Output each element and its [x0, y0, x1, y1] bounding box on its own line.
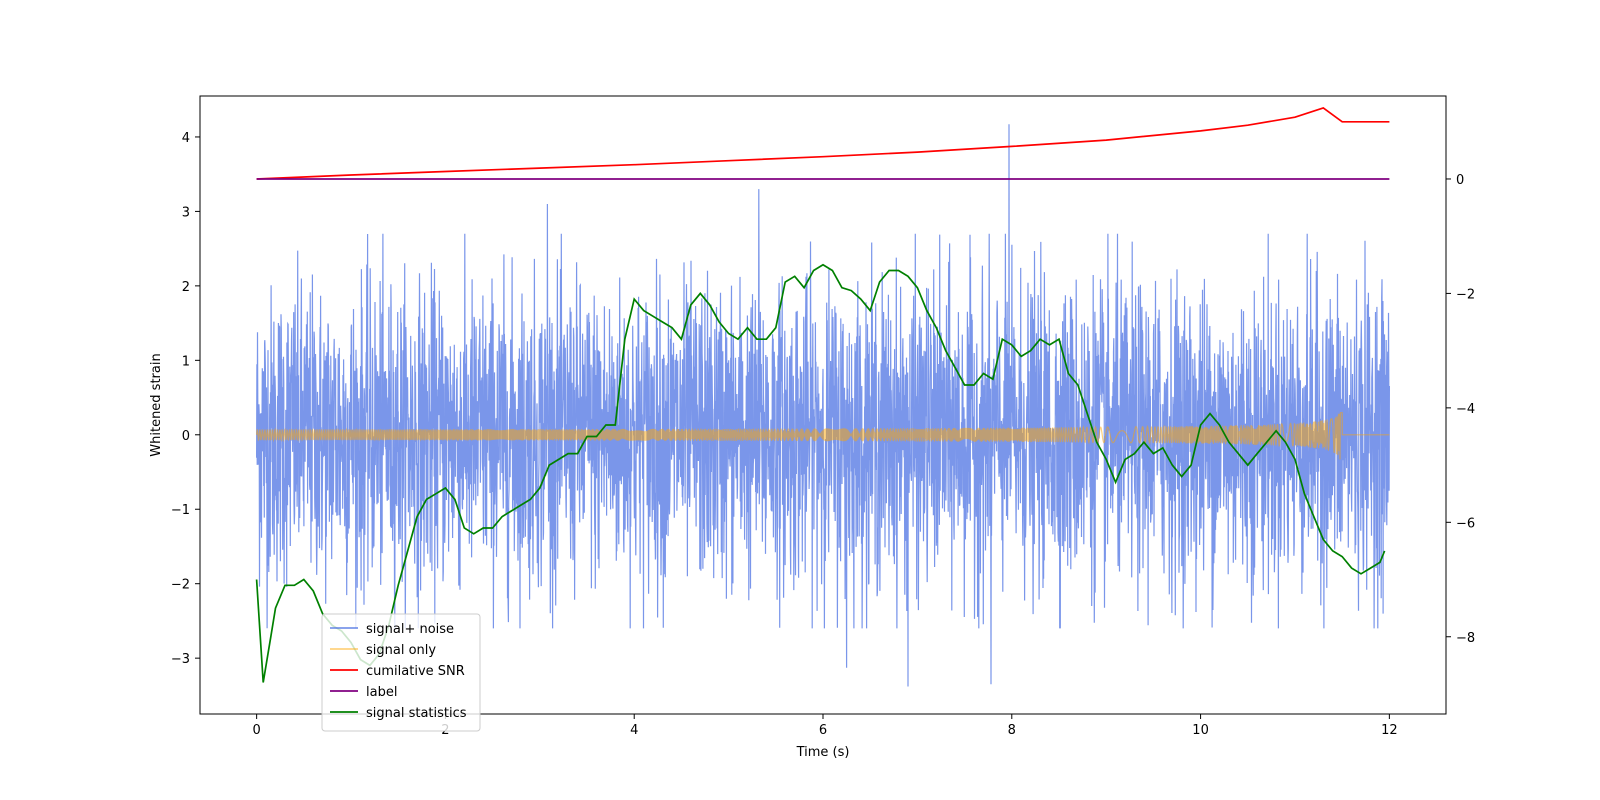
x-tick-label: 0: [252, 723, 260, 738]
legend-entry: signal only: [366, 643, 436, 658]
y2-tick-label: −8: [1456, 631, 1475, 646]
x-tick-label: 4: [630, 723, 638, 738]
y-tick-label: 1: [182, 354, 190, 369]
legend-entry: label: [366, 685, 397, 700]
y-axis-label: Whitened strain: [149, 353, 164, 456]
y-tick-label: 0: [182, 429, 190, 444]
x-tick-label: 12: [1381, 723, 1398, 738]
y2-tick-label: −6: [1456, 516, 1475, 531]
legend: signal+ noise signal only cumilative SNR la…: [321, 613, 481, 732]
x-axis: 024681012: [252, 714, 1398, 738]
x-axis-label: Time (s): [796, 745, 850, 760]
x-tick-label: 10: [1192, 723, 1209, 738]
series-line-signal-statistics: [255, 263, 1386, 683]
x-tick-label: 8: [1008, 723, 1016, 738]
y-tick-label: 2: [182, 280, 190, 295]
y-tick-label: 4: [182, 131, 190, 146]
series-line-signal-noise: [256, 124, 1390, 687]
y-tick-label: 3: [182, 205, 190, 220]
legend-box: [321, 613, 481, 732]
y-tick-label: −3: [171, 652, 190, 667]
y2-tick-label: 0: [1456, 173, 1464, 188]
y-tick-label: −1: [171, 503, 190, 518]
series-line-cumilative-snr: [256, 107, 1390, 180]
plot-area: [255, 107, 1390, 687]
legend-entry: signal statistics: [366, 706, 467, 721]
x-tick-label: 6: [819, 723, 827, 738]
legend-entry: signal+ noise: [366, 622, 454, 637]
y2-tick-label: −4: [1456, 402, 1475, 417]
y-axis-left: −3 −2 −1 0 1 2 3 4: [171, 131, 200, 667]
y-axis-right: −8 −6 −4 −2 0: [1446, 173, 1475, 646]
y-tick-label: −2: [171, 578, 190, 593]
y2-tick-label: −2: [1456, 287, 1475, 302]
legend-entry: cumilative SNR: [366, 664, 465, 679]
series-line-signal-only: [256, 412, 1390, 460]
